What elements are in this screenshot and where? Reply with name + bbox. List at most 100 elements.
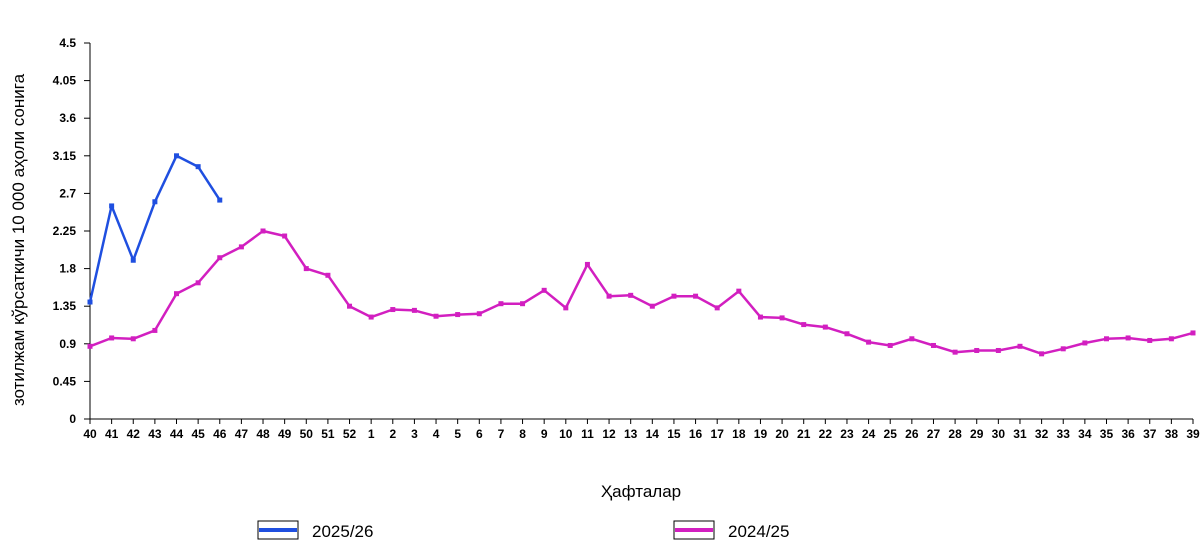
tick-labels: 00.450.91.351.82.252.73.153.64.054.540 41… [53, 36, 1200, 441]
x-tick-label: 26 [905, 427, 919, 441]
x-tick-label: 42 [127, 427, 141, 441]
x-tick-label: 25 [884, 427, 898, 441]
x-axis-title: Ҳафталар [601, 482, 681, 501]
x-tick-label: 40 [83, 427, 97, 441]
y-tick-label: 3.15 [53, 149, 77, 163]
x-tick-label: 1 [368, 427, 375, 441]
x-tick-label: 15 [667, 427, 681, 441]
y-tick-label: 1.8 [59, 262, 76, 276]
x-tick-label: 22 [819, 427, 833, 441]
data-point [714, 305, 720, 311]
data-point [887, 342, 893, 348]
x-tick-label: 45 [191, 427, 205, 441]
data-point [541, 287, 547, 293]
data-point [303, 266, 309, 272]
data-point [260, 228, 266, 234]
x-tick-label: 8 [519, 427, 526, 441]
data-point [390, 307, 396, 313]
data-point [628, 292, 634, 298]
data-point [130, 336, 136, 342]
data-point [520, 301, 526, 307]
data-point [995, 347, 1001, 353]
x-tick-label: 38 [1165, 427, 1179, 441]
x-tick-label: 33 [1057, 427, 1071, 441]
data-point [411, 307, 417, 313]
x-tick-label: 49 [278, 427, 292, 441]
x-tick-label: 9 [541, 427, 548, 441]
data-point [974, 347, 980, 353]
data-point [195, 164, 201, 170]
x-tick-label: 50 [300, 427, 314, 441]
data-point [87, 299, 93, 305]
y-tick-label: 4.05 [53, 74, 77, 88]
data-point [1039, 351, 1045, 357]
x-tick-label: 23 [840, 427, 854, 441]
y-tick-label: 0 [69, 412, 76, 426]
x-tick-label: 5 [454, 427, 461, 441]
series-2024/25 [87, 228, 1196, 357]
x-tick-label: 34 [1078, 427, 1092, 441]
data-point [1125, 335, 1131, 341]
x-tick-label: 32 [1035, 427, 1049, 441]
x-tick-label: 30 [992, 427, 1006, 441]
x-tick-label: 46 [213, 427, 227, 441]
data-point [498, 301, 504, 307]
y-tick-label: 1.35 [53, 299, 77, 313]
data-point [909, 336, 915, 342]
x-tick-label: 4 [433, 427, 440, 441]
x-tick-label: 31 [1013, 427, 1027, 441]
data-point [1060, 346, 1066, 352]
legend-item: 2025/26 [257, 520, 373, 541]
data-point [282, 233, 288, 239]
series-line [89, 229, 1194, 356]
data-point [952, 349, 958, 355]
y-axis-title: зотилжам кўрсаткичи 10 000 аҳоли сонига [9, 73, 28, 406]
data-point [584, 261, 590, 267]
data-point [1103, 336, 1109, 342]
data-point [476, 311, 482, 317]
x-tick-label: 6 [476, 427, 483, 441]
data-point [174, 153, 180, 159]
data-point [109, 203, 115, 209]
data-point [347, 303, 353, 309]
x-tick-label: 19 [754, 427, 768, 441]
data-point [866, 339, 872, 345]
data-point [1147, 337, 1153, 343]
x-tick-label: 3 [411, 427, 418, 441]
data-point [693, 293, 699, 299]
x-tick-label: 7 [498, 427, 505, 441]
x-tick-label: 51 [321, 427, 335, 441]
data-point [779, 315, 785, 321]
x-tick-label: 17 [711, 427, 725, 441]
data-point [563, 305, 569, 311]
y-tick-label: 3.6 [59, 111, 76, 125]
x-tick-label: 48 [256, 427, 270, 441]
x-tick-label: 20 [775, 427, 789, 441]
x-tick-label: 39 [1186, 427, 1200, 441]
data-point [152, 199, 158, 205]
data-point [736, 288, 742, 294]
data-point [757, 314, 763, 320]
series-lines [87, 153, 1196, 357]
data-point [109, 335, 115, 341]
data-point [930, 342, 936, 348]
x-tick-label: 28 [948, 427, 962, 441]
y-tick-label: 2.7 [59, 186, 76, 200]
y-tick-label: 0.45 [53, 374, 77, 388]
data-point [1190, 330, 1196, 336]
y-tick-label: 4.5 [59, 36, 76, 50]
data-point [822, 324, 828, 330]
data-point [1082, 340, 1088, 346]
legend: 2025/26 2024/25 [257, 520, 789, 541]
data-point [130, 257, 136, 263]
x-tick-label: 29 [970, 427, 984, 441]
legend-label: 2025/26 [312, 522, 373, 541]
x-tick-label: 16 [689, 427, 703, 441]
data-point [152, 327, 158, 333]
y-tick-label: 0.9 [59, 337, 76, 351]
x-tick-label: 47 [235, 427, 249, 441]
data-point [1168, 336, 1174, 342]
x-tick-label: 41 [105, 427, 119, 441]
data-point [217, 255, 223, 261]
